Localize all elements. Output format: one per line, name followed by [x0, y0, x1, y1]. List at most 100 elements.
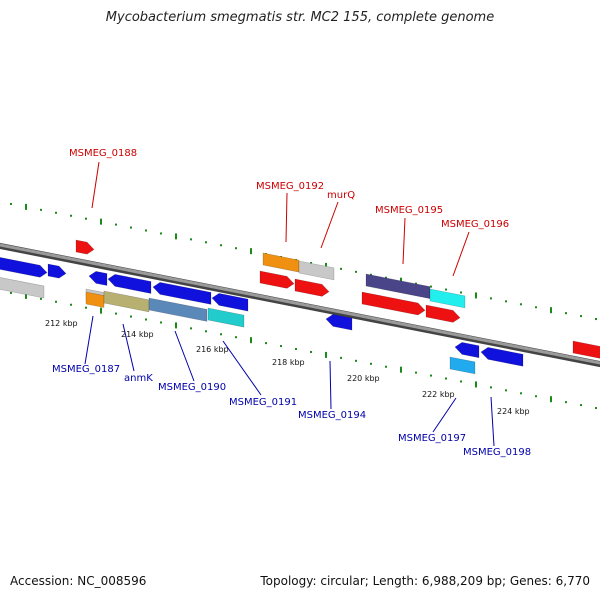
gene-block-murq[interactable] [298, 260, 335, 281]
gene-label-msmeg-0192[interactable]: MSMEG_0192 [256, 181, 324, 192]
reverse-tick [325, 351, 327, 358]
forward-tick [325, 262, 327, 269]
reverse-tick [160, 321, 162, 324]
forward-tick [205, 241, 207, 244]
ruler-label-218: 218 kbp [272, 358, 305, 367]
gene-block-left-gray[interactable] [0, 277, 45, 299]
gene-arrow-red-a[interactable] [259, 270, 295, 289]
leader-line [402, 217, 406, 265]
reverse-tick [415, 371, 417, 374]
gene-arrow-msmeg-0194[interactable] [325, 314, 353, 331]
leader-line [222, 340, 262, 396]
genome-backbone-highlight [0, 243, 600, 365]
reverse-tick [10, 291, 12, 294]
gene-label-msmeg-0194[interactable]: MSMEG_0194 [298, 410, 366, 421]
gene-arrow-red-c[interactable] [361, 291, 426, 316]
forward-tick [160, 232, 162, 235]
forward-tick [430, 285, 432, 288]
gene-block-msmeg-0190[interactable] [148, 297, 208, 322]
reverse-tick [25, 292, 27, 299]
reverse-tick [535, 395, 537, 398]
reverse-tick [340, 356, 342, 359]
gene-features[interactable] [0, 239, 600, 375]
forward-tick [235, 247, 237, 250]
gene-block-light-blue[interactable] [449, 356, 476, 375]
gene-block-msmeg-0191[interactable] [207, 307, 245, 328]
reverse-tick [295, 348, 297, 351]
gene-block-msmeg-0192[interactable] [262, 252, 300, 273]
gene-arrow-anmk[interactable] [107, 274, 152, 294]
reverse-tick [190, 327, 192, 330]
forward-tick [355, 270, 357, 273]
gene-block-left-blue[interactable] [0, 257, 48, 278]
gene-arrow-small-blue[interactable] [47, 263, 67, 279]
reverse-tick [595, 407, 597, 410]
accession-text: Accession: NC_008596 [10, 574, 147, 588]
reverse-strand-ticks [10, 291, 597, 410]
ruler-label-224: 224 kbp [497, 407, 530, 416]
gene-label-msmeg-0197[interactable]: MSMEG_0197 [398, 433, 466, 444]
forward-tick [145, 229, 147, 232]
forward-tick [490, 297, 492, 300]
forward-tick [400, 277, 402, 284]
gene-arrow-msmeg-0197[interactable] [454, 342, 480, 359]
ruler-label-222: 222 kbp [422, 390, 455, 399]
gene-label-msmeg-0190[interactable]: MSMEG_0190 [158, 382, 226, 393]
gene-label-anmk[interactable]: anmK [124, 373, 153, 384]
forward-tick [340, 267, 342, 270]
leader-line [91, 161, 100, 209]
reverse-tick [475, 381, 477, 388]
gene-arrow-blue-b[interactable] [211, 293, 249, 312]
gene-arrow-msmeg-0188[interactable] [75, 239, 95, 255]
reverse-tick [70, 303, 72, 306]
forward-tick [130, 226, 132, 229]
genome-title: Mycobacterium smegmatis str. MC2 155, co… [105, 10, 495, 25]
forward-tick [415, 282, 417, 285]
reverse-tick [430, 374, 432, 377]
reverse-tick [130, 315, 132, 318]
reverse-tick [115, 312, 117, 315]
reverse-tick [205, 330, 207, 333]
forward-tick [250, 248, 252, 255]
gene-block-orange-small[interactable] [85, 291, 105, 308]
reverse-tick [100, 307, 102, 314]
forward-tick [550, 307, 552, 314]
gene-arrow-msmeg-0198[interactable] [480, 347, 524, 367]
forward-tick [595, 318, 597, 321]
gene-arrow-red-b[interactable] [294, 278, 330, 297]
leader-line [490, 396, 495, 447]
gene-label-msmeg-0198[interactable]: MSMEG_0198 [463, 447, 531, 458]
forward-tick [25, 203, 27, 210]
leader-line [452, 231, 470, 277]
reverse-tick [445, 377, 447, 380]
reverse-tick [355, 359, 357, 362]
reverse-tick [175, 322, 177, 329]
gene-block-anmk[interactable] [103, 290, 150, 313]
label-leader-lines [84, 161, 495, 447]
gene-label-msmeg-0191[interactable]: MSMEG_0191 [229, 397, 297, 408]
leader-line [84, 315, 94, 365]
gene-arrow-red-d[interactable] [425, 304, 461, 323]
forward-tick [55, 211, 57, 214]
forward-tick [580, 315, 582, 318]
gene-label-msmeg-0188[interactable]: MSMEG_0188 [69, 148, 137, 159]
reverse-tick [55, 300, 57, 303]
gene-arrow-red-right[interactable] [572, 340, 600, 359]
leader-line [329, 360, 332, 410]
gene-label-msmeg-0195[interactable]: MSMEG_0195 [375, 205, 443, 216]
forward-tick [70, 214, 72, 217]
reverse-tick [460, 380, 462, 383]
reverse-tick [310, 350, 312, 353]
gene-label-murq[interactable]: murQ [327, 190, 355, 201]
gene-label-msmeg-0187[interactable]: MSMEG_0187 [52, 364, 120, 375]
reverse-tick [490, 386, 492, 389]
gene-block-msmeg-0196[interactable] [429, 288, 466, 309]
leader-line [285, 192, 288, 243]
leader-line [174, 330, 195, 382]
forward-tick [370, 273, 372, 276]
gene-arrow-msmeg-0190-upper[interactable] [152, 282, 212, 305]
reverse-tick [580, 404, 582, 407]
gene-arrow-blue-a[interactable] [88, 271, 108, 286]
gene-label-msmeg-0196[interactable]: MSMEG_0196 [441, 219, 509, 230]
